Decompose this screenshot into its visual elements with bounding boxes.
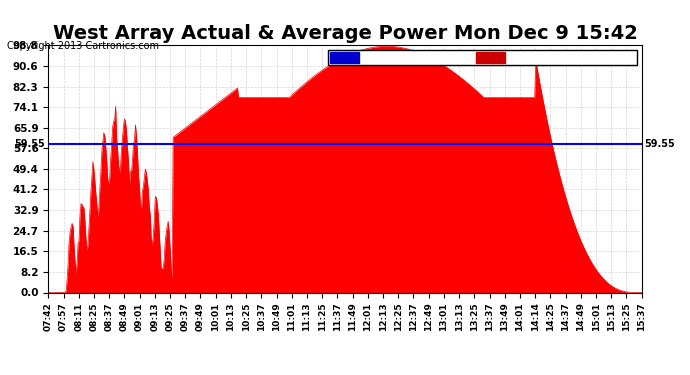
Text: 59.55: 59.55 xyxy=(14,139,46,148)
Legend: Average  (DC Watts), West Array  (DC Watts): Average (DC Watts), West Array (DC Watts… xyxy=(328,50,637,65)
Text: 59.55: 59.55 xyxy=(644,139,676,148)
Title: West Array Actual & Average Power Mon Dec 9 15:42: West Array Actual & Average Power Mon De… xyxy=(52,24,638,44)
Text: Copyright 2013 Cartronics.com: Copyright 2013 Cartronics.com xyxy=(7,41,159,51)
